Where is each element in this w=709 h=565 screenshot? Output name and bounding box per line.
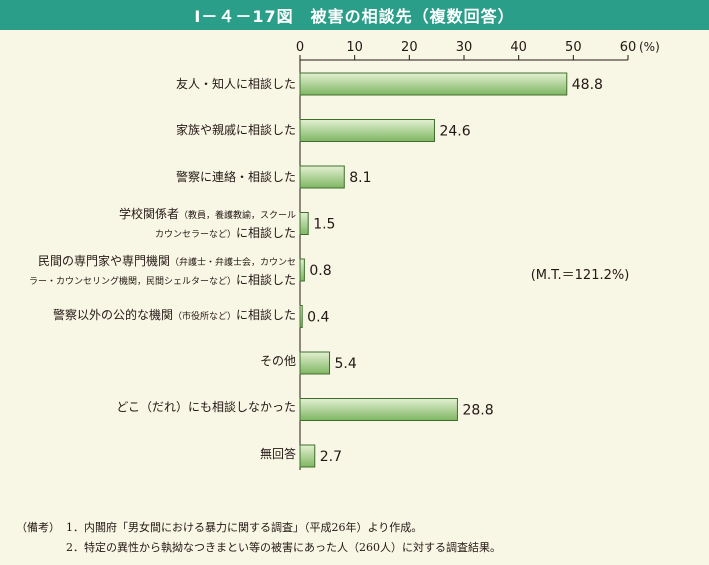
category-label-3-note: （教員，養護教諭，スクール	[178, 211, 296, 221]
category-label-4-main: 民間の専門家や専門機関	[37, 254, 170, 268]
category-label-8: 無回答	[259, 447, 296, 461]
data-label-7: 28.8	[462, 403, 493, 419]
bar-3	[299, 212, 309, 235]
notes: （備考） 1． 内閣府「男女間における暴力に関する調査」（平成26年）より作成。…	[16, 518, 696, 558]
x-tick-label: 50	[565, 40, 582, 55]
bar-1	[299, 119, 435, 142]
note-number: 2．	[66, 541, 84, 554]
note-number: 1．	[66, 521, 84, 534]
bar-0	[299, 72, 568, 96]
x-tick-label: 60	[620, 40, 637, 55]
category-label-2: 警察に連絡・相談した	[175, 170, 296, 184]
category-label-3: 学校関係者（教員，養護教諭，スクール カウンセラーなど）に相談した	[119, 206, 296, 244]
category-label-4: 民間の専門家や専門機関（弁護士・弁護士会，カウンセ ラー・カウンセリング機関，民…	[29, 253, 296, 291]
x-tick-label: 0	[296, 40, 304, 55]
category-label-7: どこ（だれ）にも相談しなかった	[116, 400, 296, 414]
category-label-3-main: 学校関係者	[118, 207, 179, 221]
x-unit-label: (%)	[639, 40, 660, 54]
x-tick-label: 20	[401, 40, 418, 55]
mt-annotation: (M.T.＝121.2%)	[531, 268, 630, 283]
category-label-3-note2: カウンセラーなど）	[154, 230, 236, 240]
bar-2	[299, 165, 345, 189]
bar-8	[299, 444, 316, 468]
category-label-1: 家族や親戚に相談した	[175, 123, 296, 137]
category-label-5-main: 警察以外の公的な機関	[52, 308, 173, 322]
data-label-3: 1.5	[313, 217, 335, 233]
category-label-3-tail: に相談した	[235, 226, 296, 240]
note-row-2: 2． 特定の異性から執拗なつきまとい等の被害にあった人（260人）に対する調査結…	[16, 538, 696, 558]
notes-prefix: （備考）	[16, 521, 60, 534]
bar-5	[299, 305, 303, 328]
chart-title: Ⅰ－４－17図 被害の相談先（複数回答）	[194, 7, 515, 26]
category-label-0: 友人・知人に相談した	[175, 77, 296, 91]
note-text: 特定の異性から執拗なつきまとい等の被害にあった人（260人）に対する調査結果。	[84, 541, 501, 554]
data-label-6: 5.4	[335, 356, 357, 372]
bar-6	[299, 351, 331, 375]
category-label-4-note: （弁護士・弁護士会，カウンセ	[169, 258, 296, 268]
x-tick-label: 30	[456, 40, 473, 55]
bar-4	[299, 258, 305, 282]
data-label-5: 0.4	[307, 310, 329, 326]
x-tick-label: 10	[346, 40, 363, 55]
data-label-8: 2.7	[320, 449, 342, 465]
data-label-4: 0.8	[309, 263, 331, 279]
data-label-0: 48.8	[572, 77, 603, 93]
bar-7	[299, 398, 458, 421]
category-label-4-note2: ラー・カウンセリング機関，民間シェルターなど）	[28, 277, 236, 287]
data-label-1: 24.6	[439, 124, 470, 140]
category-label-5: 警察以外の公的な機関（市役所など）に相談した	[53, 307, 296, 326]
x-tick-label: 40	[510, 40, 527, 55]
note-row-1: （備考） 1． 内閣府「男女間における暴力に関する調査」（平成26年）より作成。	[16, 518, 696, 538]
data-label-2: 8.1	[349, 170, 371, 186]
title-bar: Ⅰ－４－17図 被害の相談先（複数回答）	[0, 0, 709, 30]
category-label-5-tail: に相談した	[235, 308, 296, 322]
category-label-6: その他	[259, 354, 296, 368]
category-label-5-note: （市役所など）	[172, 312, 236, 322]
note-text: 内閣府「男女間における暴力に関する調査」（平成26年）より作成。	[84, 521, 423, 534]
category-label-4-tail: に相談した	[235, 273, 296, 287]
